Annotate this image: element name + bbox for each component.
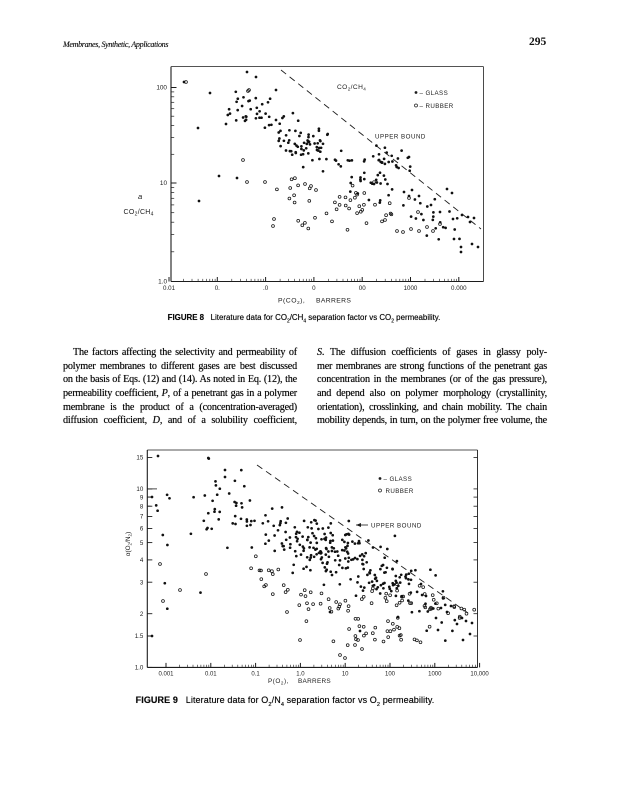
svg-text:5: 5 <box>140 540 144 547</box>
svg-text:1000: 1000 <box>404 285 418 292</box>
svg-text:10: 10 <box>136 486 143 493</box>
svg-text:P(O2),: P(O2), <box>268 678 289 686</box>
svg-text:0.001: 0.001 <box>158 672 174 678</box>
svg-text:– GLASS: – GLASS <box>384 476 413 483</box>
svg-text:3: 3 <box>140 579 144 586</box>
svg-text:.0: .0 <box>263 285 269 292</box>
svg-text:BARRERS: BARRERS <box>298 678 331 685</box>
svg-text:1000: 1000 <box>428 672 442 678</box>
svg-text:CO2/CH4: CO2/CH4 <box>337 84 366 92</box>
svg-text:100: 100 <box>156 85 167 92</box>
svg-text:CO2/CH4: CO2/CH4 <box>124 209 154 218</box>
svg-text:1.0: 1.0 <box>158 279 167 286</box>
svg-text:1.5: 1.5 <box>135 633 144 640</box>
svg-text:0.01: 0.01 <box>205 672 217 678</box>
svg-text:2: 2 <box>140 611 144 618</box>
svg-text:a: a <box>138 192 142 201</box>
svg-text:10: 10 <box>342 672 349 678</box>
svg-text:10: 10 <box>160 180 168 187</box>
svg-text:1.0: 1.0 <box>296 672 305 678</box>
svg-text:0.000: 0.000 <box>451 285 467 292</box>
svg-text:7: 7 <box>140 514 144 521</box>
svg-text:BARRERS: BARRERS <box>316 298 351 305</box>
svg-text:P(CO2),: P(CO2), <box>278 298 305 307</box>
svg-text:α(O2/N2): α(O2/N2) <box>125 532 133 556</box>
svg-text:00: 00 <box>359 285 366 292</box>
svg-text:– RUBBER: – RUBBER <box>420 103 454 110</box>
svg-text:RUBBER: RUBBER <box>386 488 414 495</box>
svg-text:1.0: 1.0 <box>135 665 144 672</box>
svg-text:4: 4 <box>140 557 144 564</box>
svg-text:0.: 0. <box>215 285 220 292</box>
svg-text:15: 15 <box>136 455 143 462</box>
svg-text:8: 8 <box>140 503 144 510</box>
svg-text:UPPER BOUND: UPPER BOUND <box>375 134 426 141</box>
svg-text:100: 100 <box>385 672 396 678</box>
svg-text:– GLASS: – GLASS <box>420 90 449 97</box>
svg-text:10,000: 10,000 <box>470 672 489 678</box>
svg-text:0: 0 <box>312 285 316 292</box>
svg-text:UPPER BOUND: UPPER BOUND <box>371 523 422 530</box>
svg-text:9: 9 <box>140 494 144 501</box>
svg-text:0.1: 0.1 <box>251 672 260 678</box>
svg-text:0.01: 0.01 <box>163 285 176 292</box>
svg-text:6: 6 <box>140 526 144 533</box>
